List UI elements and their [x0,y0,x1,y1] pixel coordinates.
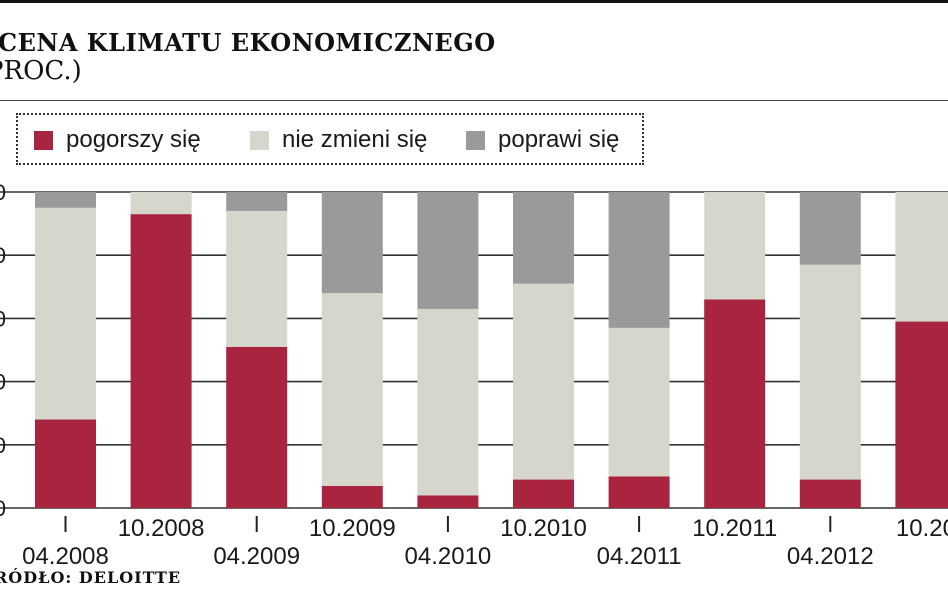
y-tick-label: 0 [0,370,6,395]
legend-item-better: poprawi się [466,126,620,153]
x-tick-label: 04.2011 [597,543,682,570]
x-tick-label: 10.2011 [692,515,777,542]
bar-segment [417,308,479,496]
bar-segment [417,495,479,508]
x-tick-label: 04.2009 [213,543,300,570]
legend-swatch-same [250,130,269,150]
x-tick-label: 10.2009 [309,515,396,542]
legend-label-worse: pogorszy się [66,126,201,153]
x-tick-label: 10.2010 [500,515,587,542]
x-tick-label: 04.2008 [22,543,109,570]
bar-segment [226,192,288,211]
bar-segment [417,192,479,309]
bar-segment [226,210,288,347]
y-tick-label: 0 [0,306,6,331]
legend-swatch-better [466,130,485,150]
y-tick-label: 0 [0,496,6,521]
source-note: RÓDŁO: DELOITTE [0,568,182,587]
x-tick-label: 04.2012 [787,543,874,570]
chart-title: CENA KLIMATU EKONOMICZNEGO [0,28,496,57]
x-tick-label: 10.20 [896,515,948,542]
y-tick-label: 0 [0,180,6,205]
bar-segment [608,476,670,508]
y-tick-label: 0 [0,433,6,458]
legend-item-same: nie zmieni się [250,126,428,153]
legend-label-better: poprawi się [498,126,620,153]
bar-segment [35,207,96,420]
header-divider [0,100,948,101]
bar-segment [895,321,948,508]
legend: pogorszy się nie zmieni się poprawi się [16,113,644,165]
bar-segment [321,293,383,486]
legend-label-same: nie zmieni się [282,126,428,153]
bar-segment [513,192,574,284]
legend-swatch-worse [34,130,53,150]
bar-segment [35,192,96,208]
bar-segment [513,283,574,480]
bar-segment [799,479,861,508]
bar-segment [321,485,383,508]
top-rule [0,0,948,3]
bar-segment [130,214,192,508]
y-tick-label: 0 [0,243,6,268]
bar-segment [226,346,288,508]
bar-segment [35,419,96,508]
bar-segment [895,192,948,322]
bar-segment [799,264,861,480]
bar-segment [799,192,861,265]
x-tick-label: 10.2008 [118,515,205,542]
chart-subtitle: PROC.) [0,56,82,86]
bar-segment [513,479,574,508]
x-tick-label: 04.2010 [405,543,492,570]
bar-segment [704,192,766,300]
bar-segment [608,192,670,328]
legend-item-worse: pogorszy się [34,126,201,153]
bar-segment [321,192,383,294]
bar-segment [130,192,192,215]
bar-segment [704,299,766,508]
bar-segment [608,327,670,477]
